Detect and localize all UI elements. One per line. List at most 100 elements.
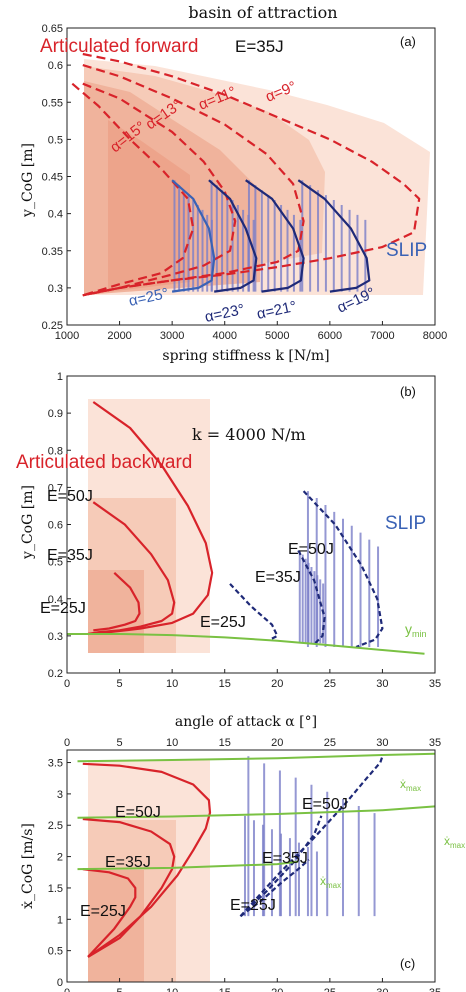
- x-tick-label: 25: [324, 987, 336, 992]
- y-tick-label: 2: [57, 852, 63, 864]
- series-line-c-2: [82, 868, 137, 958]
- series-line-a-6: [245, 179, 305, 293]
- label-c-xmax-35: ẋmax: [444, 834, 465, 850]
- panel-b: 0 5 10 15 20 25 30 350.20.30.40.50.60.70.80.91 …: [16, 371, 441, 730]
- y-tick-label: 0.65: [42, 23, 63, 35]
- x-tick-label-top: 30: [376, 737, 388, 749]
- series-line-b-3: [229, 583, 279, 641]
- y-tick-label: 0: [57, 977, 63, 989]
- axis-b-ylabel: y_CoG [m]: [20, 485, 36, 560]
- x-tick-label: 4000: [212, 330, 236, 342]
- annotation-a-energy: E=35J: [235, 37, 284, 56]
- ticks-a: 1000 2000 3000 4000 5000 6000 7000 8000 0.25 0.3 0…: [42, 23, 448, 342]
- label-b-art-e25: E=25J: [40, 600, 86, 617]
- label-c-slip-e50: E=50J: [302, 796, 348, 813]
- label-c-art-e50: E=50J: [115, 804, 161, 821]
- series-line-c-8: [77, 860, 299, 871]
- series-line-b-2: [93, 571, 141, 632]
- label-b-slip-e50: E=50J: [288, 541, 334, 558]
- x-tick-label: 8000: [423, 330, 447, 342]
- x-tick-label: 6000: [318, 330, 342, 342]
- label-b-slip-e35: E=35J: [255, 569, 301, 586]
- series-line-a-5: [208, 179, 258, 293]
- panel-a-label: (a): [400, 34, 416, 49]
- y-tick-label: 0.5: [48, 134, 63, 146]
- y-tick-label: 3: [57, 789, 63, 801]
- x-tick-label-top: 5: [117, 737, 123, 749]
- series-line-a-2: [82, 82, 237, 297]
- label-c-xmax-50: ẋmax: [400, 777, 421, 793]
- x-tick-label: 10: [166, 987, 178, 992]
- y-tick-label: 0.7: [48, 482, 63, 494]
- label-c-slip-e25: E=25J: [230, 897, 276, 914]
- series-line-b-6: [67, 633, 425, 655]
- label-c-xmax-25: ẋmax: [320, 874, 341, 890]
- y-tick-label: 0.5: [48, 946, 63, 958]
- panel-a: basin of attraction 1000 2000 3000 4000 5000…: [20, 3, 447, 364]
- slip-hatch-b: [298, 491, 380, 648]
- y-tick-label: 0.5: [48, 557, 63, 569]
- annotation-a-model-right: SLIP: [386, 240, 427, 261]
- energy-labels-b: E=50J E=35J E=25J E=25J E=35J E=50J: [40, 488, 334, 631]
- x-tick-label: 7000: [370, 330, 394, 342]
- axis-a-ylabel: y_CoG [m]: [20, 143, 36, 218]
- x-tick-label: 1000: [55, 330, 79, 342]
- slip-hatch-c: [243, 756, 376, 917]
- y-tick-label: 0.9: [48, 408, 63, 420]
- panel-c: 005510101515202025253030353500.511.522.5…: [20, 737, 465, 992]
- series-line-c-3: [239, 858, 310, 918]
- series-line-c-5: [239, 755, 384, 917]
- x-tick-label: 30: [376, 678, 388, 690]
- panel-b-fills: [88, 399, 210, 653]
- x-tick-label: 5: [117, 987, 123, 992]
- x-tick-label: 30: [376, 987, 388, 992]
- x-tick-label: 3000: [160, 330, 184, 342]
- series-line-a-4: [171, 179, 216, 293]
- y-tick-label: 2.5: [48, 820, 63, 832]
- label-c-art-e25: E=25J: [80, 903, 126, 920]
- label-c-art-e35: E=35J: [105, 854, 151, 871]
- annotation-b-condition: k = 4000 N/m: [192, 425, 306, 444]
- series-line-c-6: [77, 752, 436, 763]
- y-tick-label: 1.5: [48, 883, 63, 895]
- label-a-alpha21: α=21°: [255, 298, 298, 323]
- fill-a-alpha15: [108, 120, 190, 292]
- label-b-slip-e25: E=25J: [200, 614, 246, 631]
- y-tick-label: 0.55: [42, 97, 63, 109]
- x-tick-label-top: 0: [64, 737, 70, 749]
- annotation-b-ymin: ymin: [405, 621, 427, 639]
- axis-b-xlabel: angle of attack α [°]: [175, 714, 317, 730]
- x-tick-label: 15: [219, 987, 231, 992]
- axis-a-xlabel: spring stiffness k [N/m]: [162, 348, 329, 364]
- x-tick-label-top: 10: [166, 737, 178, 749]
- series-line-b-0: [87, 401, 214, 636]
- x-tick-label: 0: [64, 987, 70, 992]
- y-tick-label: 0.45: [42, 172, 63, 184]
- y-tick-label: 0.6: [48, 60, 63, 72]
- x-tick-label: 0: [64, 678, 70, 690]
- annotation-a-model-left: Articulated forward: [40, 36, 198, 57]
- fill-b-e25: [88, 570, 144, 653]
- y-tick-label: 0.4: [48, 594, 63, 606]
- curves-a: [71, 52, 421, 297]
- x-tick-label: 5: [117, 678, 123, 690]
- series-line-b-1: [87, 501, 176, 636]
- series-line-a-1: [82, 64, 305, 297]
- x-tick-label: 25: [324, 678, 336, 690]
- y-tick-label: 0.35: [42, 246, 63, 258]
- curves-b: [67, 401, 425, 655]
- x-tick-label: 5000: [265, 330, 289, 342]
- label-b-art-e35: E=35J: [47, 547, 93, 564]
- annotation-b-model-right: SLIP: [385, 513, 426, 534]
- axes-c-frame: [66, 749, 436, 983]
- ticks-b: 0 5 10 15 20 25 30 35 0.2 0.3 0.4 0.5 0.6 0.7 0.8 0.9 1: [48, 371, 441, 690]
- chart-a-title: basin of attraction: [188, 3, 337, 22]
- curves-c: [77, 752, 436, 958]
- annotation-b-model-left: Articulated backward: [16, 452, 192, 473]
- xmax-labels-c: ẋmax ẋmax ẋmax: [320, 777, 465, 890]
- x-tick-label: 15: [219, 678, 231, 690]
- x-tick-label: 10: [166, 678, 178, 690]
- y-tick-label: 0.3: [48, 283, 63, 295]
- x-tick-label-top: 20: [271, 737, 283, 749]
